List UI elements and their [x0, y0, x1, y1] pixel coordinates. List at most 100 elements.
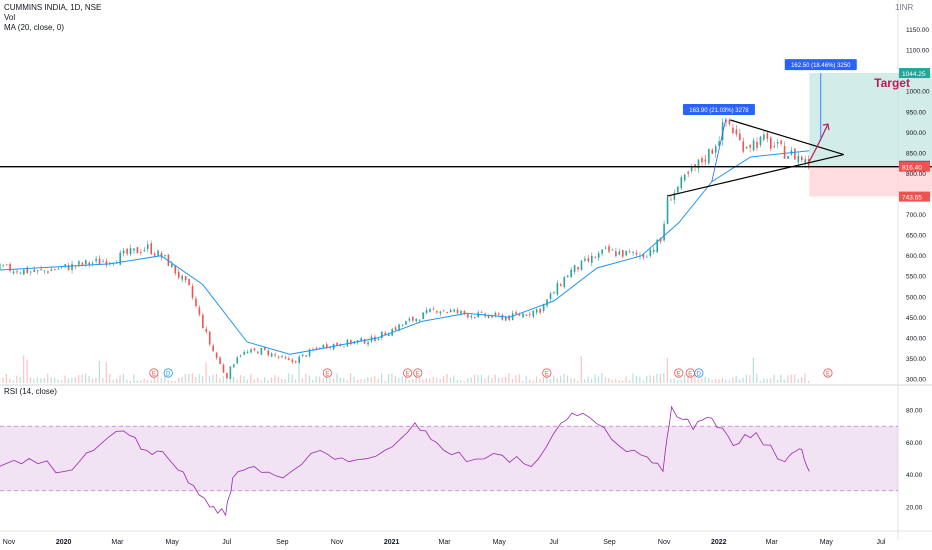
candle-body: [294, 361, 297, 363]
rsi-band: [0, 426, 898, 491]
volume-bar: [384, 380, 386, 383]
volume-bar: [480, 374, 483, 383]
candle-body: [515, 312, 517, 315]
volume-bar: [40, 378, 42, 383]
event-marker: [413, 368, 423, 378]
candle-body: [298, 356, 301, 364]
candle-body: [381, 331, 383, 339]
volume-bar: [57, 379, 59, 383]
candle-body: [325, 344, 328, 349]
volume-bar: [23, 355, 25, 383]
price-tag-bg: [899, 191, 930, 202]
volume-bar: [790, 374, 792, 383]
candle-body: [463, 311, 466, 314]
candle-body: [566, 275, 569, 278]
volume-bar: [150, 380, 152, 383]
volume-bar: [29, 377, 32, 383]
candle-body: [456, 309, 459, 313]
candle-body: [621, 250, 624, 257]
legend-ma: MA (20, close, 0): [4, 23, 65, 32]
candle-body: [487, 315, 490, 318]
candle-body: [721, 122, 724, 141]
volume-bar: [112, 379, 114, 383]
time-tick-label: Jul: [877, 539, 886, 546]
candle-body: [136, 247, 139, 254]
candle-body: [529, 313, 531, 315]
volume-bar: [370, 377, 372, 383]
candle-body: [153, 253, 156, 256]
time-tick-label: Sep: [603, 539, 616, 546]
volume-bar: [769, 378, 772, 383]
candle-body: [98, 258, 101, 265]
candle-body: [597, 253, 600, 258]
volume-bar: [470, 377, 472, 383]
candle-body: [542, 304, 545, 311]
time-tick-label: Sep: [276, 539, 289, 546]
price-tick-label: 1000.00: [906, 89, 930, 96]
volume-bar: [642, 380, 644, 383]
volume-bar: [735, 375, 737, 383]
candle-body: [549, 293, 552, 300]
candle-body: [683, 174, 686, 181]
volume-bar: [284, 379, 286, 383]
candle-body: [219, 357, 221, 365]
volume-bar: [250, 373, 252, 383]
volume-bar: [33, 378, 35, 383]
volume-bar: [639, 376, 641, 383]
candle-body: [329, 347, 332, 348]
volume-bar: [415, 376, 417, 383]
candle-body: [177, 271, 180, 278]
breakout-arrow: [808, 123, 829, 162]
candle-body: [800, 156, 803, 160]
volume-bar: [587, 376, 589, 383]
candle-body: [532, 310, 535, 317]
ma-line: [0, 150, 810, 355]
volume-bar: [525, 375, 527, 383]
candle-body: [188, 278, 190, 286]
event-marker-label: D: [697, 371, 702, 377]
candle-body: [539, 308, 541, 313]
time-tick-label: May: [493, 539, 507, 546]
candle-body: [208, 331, 211, 345]
volume-bar: [477, 374, 479, 383]
volume-bar: [136, 380, 138, 383]
volume-bar: [188, 373, 190, 383]
event-marker-label: E: [826, 371, 830, 377]
volume-bar: [305, 373, 307, 383]
candle-body: [109, 262, 111, 264]
price-tag-bg: [899, 68, 930, 79]
candle-body: [2, 265, 5, 267]
candle-body: [412, 316, 414, 321]
volume-bar: [267, 380, 269, 383]
volume-bar: [518, 374, 520, 383]
candle-body: [742, 141, 745, 152]
volume-bar: [64, 375, 66, 383]
volume-bar: [122, 374, 125, 383]
price-tick-label: 350.00: [906, 356, 926, 363]
candle-body: [652, 249, 655, 252]
candle-body: [580, 260, 583, 271]
volume-bar: [205, 362, 207, 383]
volume-bar: [442, 376, 445, 383]
candle-body: [215, 352, 218, 358]
candle-body: [460, 310, 462, 314]
volume-bar: [367, 377, 369, 383]
candle-body: [611, 249, 614, 251]
volume-bar: [646, 375, 648, 383]
chart-legend: CUMMINS INDIA, 1D, NSE Vol MA (20, close…: [4, 3, 101, 33]
volume-bar: [298, 358, 300, 383]
volume-bar: [673, 378, 675, 383]
volume-bar: [133, 374, 135, 383]
time-tick-label: May: [820, 539, 834, 546]
candle-body: [728, 119, 731, 125]
volume-bar: [714, 378, 717, 383]
candle-body: [267, 350, 270, 356]
event-marker: [163, 368, 173, 378]
candle-body: [377, 339, 380, 341]
candle-body: [401, 324, 404, 326]
candle-body: [102, 261, 104, 263]
candle-body: [243, 352, 245, 355]
volume-bar: [456, 380, 458, 383]
candle-body: [212, 345, 214, 352]
candle-body: [202, 314, 204, 328]
